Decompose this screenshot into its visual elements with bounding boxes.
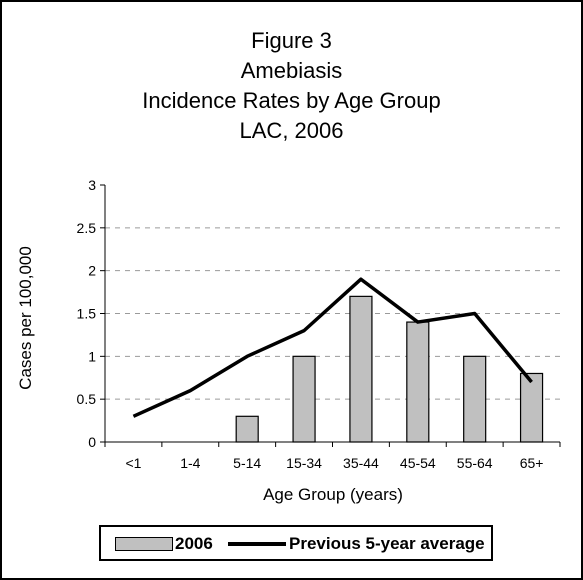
- bar-45-54: [406, 321, 430, 443]
- legend-label-previous-average: Previous 5-year average: [289, 534, 485, 553]
- legend-label-2006: 2006: [175, 534, 213, 553]
- line-previous-5-year-average-path: [132, 277, 533, 418]
- x-tick-label-3: 15-34: [286, 455, 322, 471]
- bar-55-64: [463, 355, 487, 443]
- axes: [100, 184, 561, 447]
- bar-35-44: [349, 295, 373, 443]
- title-line-4: LAC, 2006: [239, 118, 344, 143]
- title-line-2: Amebiasis: [240, 58, 343, 83]
- title-line-3: Incidence Rates by Age Group: [142, 88, 441, 113]
- x-tick-label-6: 55-64: [457, 455, 493, 471]
- bars-2006: [235, 295, 544, 443]
- y-tick-label-6: 3: [88, 177, 96, 193]
- x-tick-label-4: 35-44: [343, 455, 379, 471]
- y-tick-label-3: 1.5: [77, 306, 97, 322]
- bar-15-34: [292, 355, 316, 443]
- y-tick-label-4: 2: [88, 263, 96, 279]
- chart-title: Figure 3 Amebiasis Incidence Rates by Ag…: [0, 26, 583, 146]
- legend-line-previous-average: [228, 542, 286, 546]
- title-line-1: Figure 3: [251, 28, 332, 53]
- chart-plot: 0 0.5 1 1.5 2 2.5 3 <1 1-4 5-14 15-34 35-44 45-54 55…: [16, 177, 561, 504]
- legend: 2006 Previous 5-year average: [99, 525, 493, 561]
- x-tick-label-1: 1-4: [180, 455, 200, 471]
- y-axis-title: Cases per 100,000: [16, 246, 35, 390]
- x-tick-label-2: 5-14: [233, 455, 261, 471]
- bar-65+: [519, 372, 544, 443]
- legend-swatch-2006: [115, 537, 173, 551]
- y-tick-label-1: 0.5: [77, 391, 97, 407]
- y-tick-label-5: 2.5: [77, 220, 97, 236]
- y-tick-labels: 0 0.5 1 1.5 2 2.5 3: [77, 177, 97, 450]
- x-tick-label-7: 65+: [520, 455, 544, 471]
- x-tick-label-0: <1: [125, 455, 141, 471]
- gridlines: [105, 227, 560, 400]
- x-tick-labels: <1 1-4 5-14 15-34 35-44 45-54 55-64 65+: [125, 455, 543, 471]
- line-previous-5-year-average: [132, 277, 533, 418]
- x-axis-title: Age Group (years): [263, 485, 403, 504]
- y-tick-label-0: 0: [88, 434, 96, 450]
- bar-5-14: [235, 415, 259, 443]
- x-tick-label-5: 45-54: [400, 455, 436, 471]
- y-tick-label-2: 1: [88, 348, 96, 364]
